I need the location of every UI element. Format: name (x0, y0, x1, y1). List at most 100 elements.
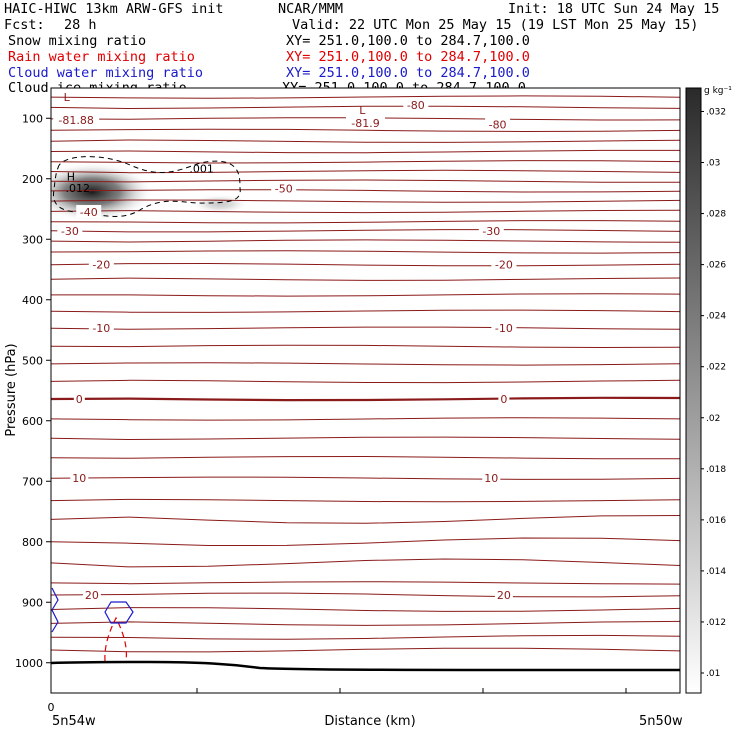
isotherm-label-bg (494, 587, 513, 601)
isotherm-label: 20 (85, 589, 99, 602)
colorbar-tick-label: .026 (706, 261, 726, 271)
field-name-snow: Snow mixing ratio (8, 33, 147, 49)
isotherm-label-bg (73, 391, 85, 405)
isotherm-line (51, 229, 680, 233)
isotherm-line (51, 476, 680, 480)
isotherm-line (51, 417, 680, 421)
isotherm-label: 10 (484, 472, 498, 485)
isotherm-line (51, 105, 680, 110)
colorbar-tick-label: .02 (706, 414, 720, 424)
y-tick-label: 800 (22, 536, 43, 549)
isotherm-label-bg (478, 223, 504, 237)
colorbar-unit: g kg⁻¹ (704, 86, 732, 96)
isotherm-line (51, 179, 680, 183)
isotherm-label: -10 (92, 322, 110, 335)
isotherm-label: 0 (500, 393, 507, 406)
isotherm-line (51, 209, 680, 214)
isotherm-line (51, 647, 680, 653)
colorbar-tick-label: .03 (706, 159, 720, 169)
field-xy-snow: XY= 251.0,100.0 to 284.7,100.0 (286, 33, 530, 49)
isotherm-line (51, 189, 680, 193)
colorbar-tick-label: .028 (706, 210, 726, 220)
fcst-label: Fcst: (4, 17, 45, 33)
field-xy-cloud-water: XY= 251.0,100.0 to 284.7,100.0 (286, 65, 530, 81)
ice-contour-label: .012 (65, 182, 90, 195)
y-tick-label: 100 (22, 112, 43, 125)
isotherm-line (51, 581, 680, 585)
y-tick-label: 700 (22, 475, 43, 488)
isotherm-line (51, 592, 680, 598)
isotherm-line (51, 277, 680, 281)
isotherm-line (51, 515, 680, 524)
isotherm-label: -20 (92, 259, 110, 272)
isotherm-line (51, 199, 680, 203)
isotherm-label-bg (403, 97, 429, 111)
x-right-label: 5n50w (639, 714, 683, 729)
high-marker: H (67, 170, 75, 183)
isotherm-label: -50 (275, 182, 293, 195)
isotherm-label: -81.88 (58, 114, 93, 127)
isotherm-line (51, 498, 680, 503)
isotherm-label-bg (88, 321, 114, 335)
isotherm-line (51, 149, 680, 154)
isotherm-label: 10 (72, 472, 86, 485)
isotherm-line (51, 160, 680, 164)
isotherm-line (51, 436, 680, 441)
isotherm-line (51, 396, 680, 402)
cloud-water-contour (51, 587, 134, 633)
init-time: Init: 18 UTC Sun 24 May 15 (508, 1, 720, 17)
isotherm-line (51, 250, 680, 254)
isotherm-label: -40 (80, 206, 98, 219)
isotherm-label-bg (76, 205, 102, 219)
y-tick-label: 900 (22, 596, 43, 609)
isotherm-line (51, 344, 680, 349)
isotherm-line (51, 128, 680, 133)
isotherm-label-bg (482, 471, 501, 485)
field-name-rain: Rain water mixing ratio (8, 49, 195, 65)
y-tick-label: 400 (22, 294, 43, 307)
y-tick-label: 300 (22, 233, 43, 246)
isotherm-label: 0 (76, 393, 83, 406)
y-axis-label: Pressure (hPa) (4, 343, 19, 436)
isotherm-line (51, 139, 680, 143)
colorbar-tick-label: .014 (706, 567, 726, 577)
isotherm-line (51, 293, 680, 297)
y-tick-label: 200 (22, 173, 43, 186)
x-axis (50, 688, 627, 693)
isotherm-label-bg (491, 321, 517, 335)
field-xy-rain: XY= 251.0,100.0 to 284.7,100.0 (286, 49, 530, 65)
isotherm-line (51, 537, 680, 547)
y-axis: 100 200 300 400 500 600 700 800 900 1000 (15, 112, 51, 670)
colorbar-tick-label: .012 (706, 618, 726, 628)
colorbar-tick-label: .01 (706, 669, 720, 679)
low-marker: L (359, 104, 366, 117)
isotherm-label-bg (82, 587, 101, 601)
isotherm-label: -20 (495, 259, 513, 272)
isotherm-label: -30 (61, 225, 79, 238)
isotherm-label-bg (498, 391, 510, 405)
field-name-cloud-water: Cloud water mixing ratio (8, 65, 204, 81)
isotherm-line (51, 379, 680, 384)
colorbar-tick-label: .018 (706, 465, 726, 475)
colorbar-ramp (685, 87, 702, 694)
isotherm-label-bg (53, 113, 100, 127)
isotherm-label-bg (271, 181, 297, 195)
isotherm-line (51, 309, 680, 313)
low-marker: L (64, 91, 71, 104)
isotherm-label: -80 (407, 99, 425, 112)
colorbar-tick-label: .022 (706, 363, 726, 373)
isotherm-label: -80 (489, 118, 507, 131)
isotherm-label: -10 (495, 322, 513, 335)
surface-terrain (51, 660, 680, 672)
isotherm-line (51, 620, 680, 626)
org-label: NCAR/MMM (278, 1, 344, 17)
colorbar-tick-label: .032 (706, 107, 726, 117)
isotherm-label: -30 (482, 225, 500, 238)
isotherm-label: 20 (497, 589, 511, 602)
y-tick-label: 1000 (15, 657, 43, 670)
fcst-value: 28 h (64, 17, 97, 33)
ice-contour-label: .001 (189, 162, 214, 175)
y-tick-label: 600 (22, 415, 43, 428)
x-start-tick-label: 0 (48, 701, 55, 714)
colorbar-tick-label: .016 (706, 516, 726, 526)
